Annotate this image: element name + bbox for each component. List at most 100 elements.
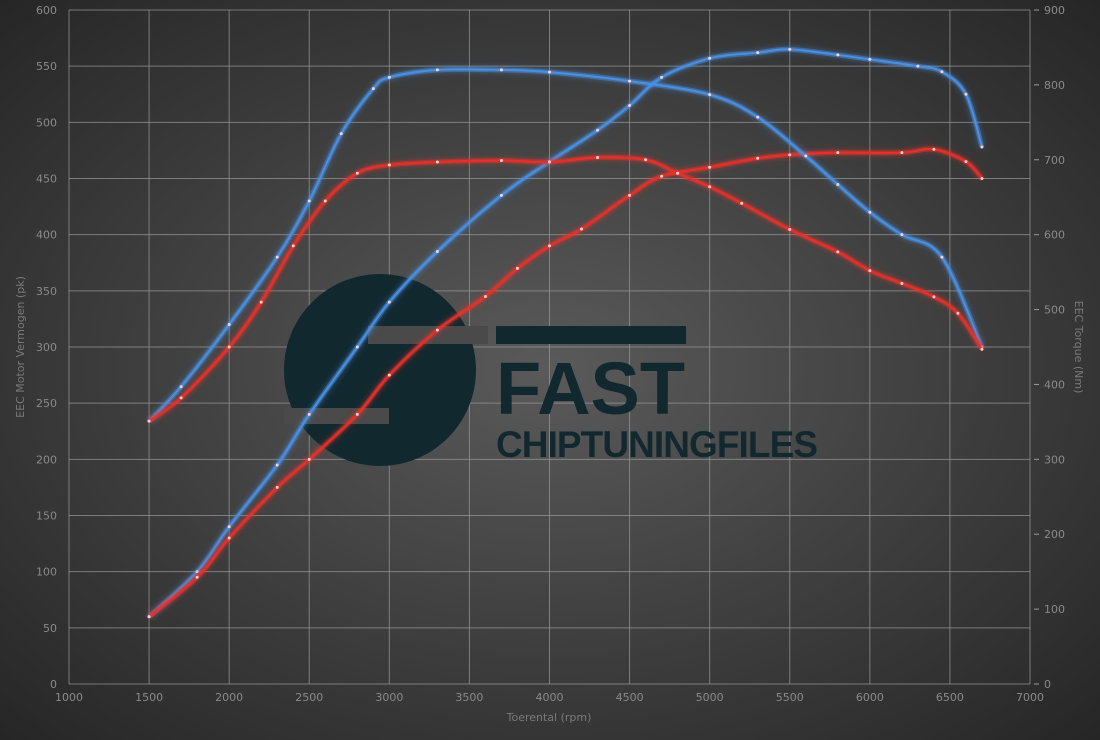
data-point [836,151,840,155]
x-tick-label: 4000 [536,691,564,704]
data-point [740,201,744,205]
data-point [355,412,359,416]
data-point [596,128,600,132]
data-point [660,174,664,178]
data-point [275,485,279,489]
y-right-tick-label: 300 [1044,453,1065,466]
y-left-tick-label: 200 [36,453,57,466]
x-tick-label: 1000 [55,691,83,704]
data-point [956,311,960,315]
data-point [708,56,712,60]
data-point [387,373,391,377]
tick-labels: 1000 1500 2000 2500 3000 3500 4000 4500 5000 5500… [36,4,1065,704]
data-point [836,53,840,57]
logo-fast: FAST [496,347,685,430]
x-tick-label: 3500 [455,691,483,704]
data-point [499,193,503,197]
data-point [499,159,503,163]
data-point [355,345,359,349]
x-tick-label: 7000 [1016,691,1044,704]
data-point [227,345,231,349]
x-tick-label: 6000 [856,691,884,704]
data-point [932,295,936,299]
data-point [804,154,808,158]
y-right-tick-label: 700 [1044,154,1065,167]
data-point [900,233,904,237]
data-point [147,615,151,619]
data-point [355,171,359,175]
series-1 [147,146,984,619]
y-right-tick-label: 400 [1044,378,1065,391]
y-left-tick-label: 550 [36,60,57,73]
data-point [868,269,872,273]
data-point [227,536,231,540]
data-point [179,396,183,400]
data-point [628,79,632,83]
x-tick-label: 2500 [295,691,323,704]
y-right-tick-label: 800 [1044,79,1065,92]
data-point [660,75,664,79]
data-point [548,70,551,74]
x-tick-label: 5500 [776,691,804,704]
data-point [259,300,263,304]
data-point [932,147,936,151]
y-right-tick-label: 500 [1044,304,1065,317]
data-point [900,151,904,155]
x-tick-label: 3000 [375,691,403,704]
data-point [499,68,503,72]
series-group [147,46,985,619]
data-point [227,525,231,529]
x-tick-label: 6500 [936,691,964,704]
series-2 [147,66,985,423]
data-point [435,68,439,72]
data-point [387,75,391,79]
series-3 [147,154,985,424]
y-left-axis-label: EEC Motor Vermogen (pk) [14,276,27,418]
data-point [371,87,375,91]
series-0 [147,46,985,619]
data-point [275,463,279,467]
data-point [179,385,183,389]
data-point [964,92,968,96]
x-tick-label: 5000 [696,691,724,704]
x-tick-label: 2000 [215,691,243,704]
y-left-tick-label: 100 [36,566,57,579]
data-point [980,145,984,149]
data-point [147,419,151,423]
data-point [275,255,279,259]
data-point [307,412,311,416]
logo-chiptuningfiles: CHIPTUNINGFILES [496,424,818,465]
data-point [708,185,712,189]
data-point [756,156,760,160]
data-point [435,250,439,254]
data-point [788,47,792,51]
data-point [964,160,968,164]
x-tick-label: 4500 [616,691,644,704]
data-point [195,570,199,574]
data-point [980,347,984,351]
y-left-tick-label: 400 [36,229,57,242]
y-right-tick-label: 200 [1044,528,1065,541]
y-left-tick-label: 500 [36,116,57,129]
y-left-tick-label: 300 [36,341,57,354]
data-point [596,156,600,160]
data-point [708,165,712,169]
x-tick-label: 1500 [135,691,163,704]
y-right-tick-label: 600 [1044,229,1065,242]
data-point [387,163,391,167]
x-axis-label: Toerental (rpm) [506,711,592,724]
data-point [836,182,840,186]
data-point [940,255,944,259]
y-left-tick-label: 50 [43,622,57,635]
data-point [916,64,920,68]
data-point [868,57,872,61]
y-right-tick-label: 100 [1044,603,1065,616]
series-line [148,48,983,618]
data-point [756,115,760,119]
data-point [227,323,231,327]
y-right-axis-label: EEC Torque (Nm) [1072,301,1085,394]
data-point [836,250,840,254]
data-point [435,328,439,332]
y-left-tick-label: 150 [36,510,57,523]
